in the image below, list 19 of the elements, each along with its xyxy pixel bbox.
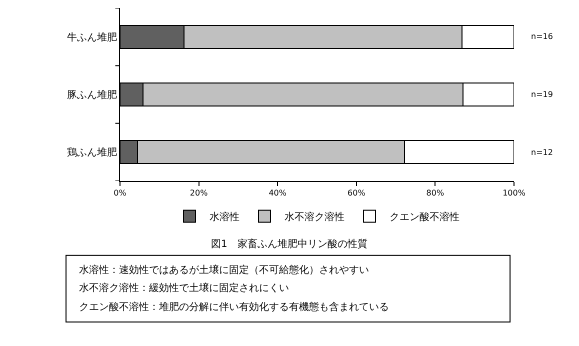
legend-label: 水溶性 — [210, 211, 240, 224]
y-tick-label: 牛ふん堆肥 — [67, 31, 117, 44]
text: n=16 — [531, 32, 553, 41]
text: 水溶性：速効性ではあるが土壌に固定（不可給態化）されやすい — [79, 264, 369, 276]
text: クエン酸不溶性：堆肥の分解に伴い有効化する有機態も含まれている — [79, 301, 389, 313]
legend-label: クエン酸不溶性 — [390, 211, 460, 224]
text: n=19 — [531, 90, 553, 99]
text: 水不溶ク溶性：緩効性で土壌に固定されにくい — [79, 282, 289, 294]
x-tick-label: 20% — [190, 188, 208, 198]
y-tick-label: 豚ふん堆肥 — [67, 89, 117, 101]
x-tick-label: 60% — [348, 188, 366, 198]
x-tick-label: 40% — [268, 188, 287, 198]
x-tick-label: 0% — [114, 188, 127, 198]
y-tick-label: 鶏ふん堆肥 — [67, 146, 117, 159]
x-tick-label: 100% — [502, 188, 526, 198]
caption: 図1 家畜ふん堆肥中リン酸の性質 — [211, 238, 368, 250]
text: n=12 — [531, 148, 553, 157]
x-tick-label: 80% — [426, 188, 444, 198]
legend-label: 水不溶ク溶性 — [284, 211, 344, 224]
